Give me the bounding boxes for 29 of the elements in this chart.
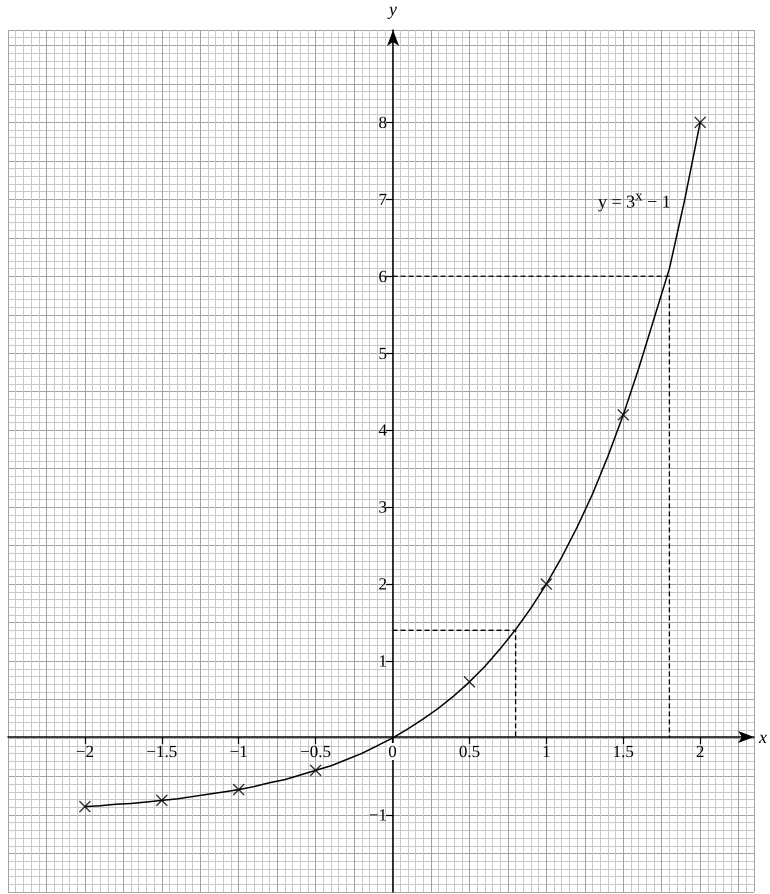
x-tick-label: 2 (696, 742, 704, 761)
x-tick-label: −1 (230, 742, 248, 761)
point (309, 764, 322, 777)
x-tick-label: −1.5 (146, 742, 178, 761)
x-tick-label: 0 (388, 742, 397, 761)
y-tick-label: 5 (378, 344, 388, 363)
point (694, 116, 706, 129)
y-tick-label: 8 (378, 112, 388, 132)
x-axis-title: x (758, 727, 768, 747)
y-axis-title: y (387, 0, 398, 19)
x-tick-label: −0.5 (300, 742, 332, 761)
y-tick-label: −1 (368, 806, 388, 825)
point (540, 578, 553, 590)
point (463, 676, 476, 688)
point (156, 794, 168, 807)
x-tick-label: 1 (542, 742, 551, 761)
x-tick-label: 0.5 (458, 742, 480, 761)
series-label: y = 3$^{x}$ − 1 (598, 188, 671, 213)
point (617, 408, 630, 422)
y-tick-label: 2 (378, 574, 388, 594)
point (78, 800, 92, 813)
y-tick-label: 4 (378, 420, 388, 440)
y-tick-label: 7 (378, 190, 388, 209)
x-tick-label: −2 (76, 742, 94, 761)
y-tick-label: 6 (378, 266, 388, 286)
x-tick-label: 1.5 (612, 742, 634, 761)
point (232, 783, 245, 796)
y-tick-label: 3 (378, 498, 388, 517)
y-tick-label: 1 (378, 652, 388, 671)
